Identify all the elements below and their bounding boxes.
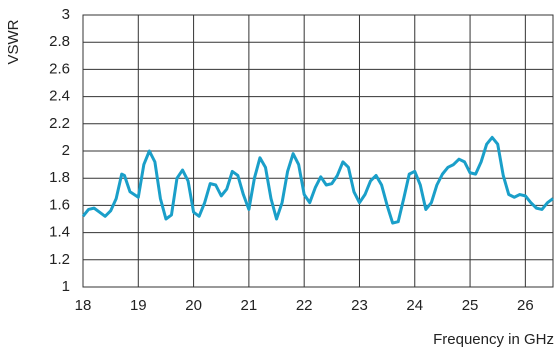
y-tick-label: 2.8: [49, 33, 70, 50]
y-tick-label: 1.4: [49, 224, 70, 241]
x-tick-label: 18: [75, 297, 92, 314]
y-tick-label: 3: [62, 6, 70, 23]
x-tick-label: 21: [241, 297, 258, 314]
x-axis-label: Frequency in GHz: [433, 331, 554, 348]
y-tick-label: 1: [62, 278, 70, 295]
y-axis-label: VSWR: [5, 19, 22, 64]
y-tick-label: 2.2: [49, 115, 70, 132]
x-tick-label: 23: [351, 297, 368, 314]
x-tick-label: 24: [406, 297, 423, 314]
y-tick-label: 2: [62, 142, 70, 159]
x-tick-label: 20: [185, 297, 202, 314]
y-tick-label: 2.4: [49, 88, 70, 105]
x-tick-label: 22: [296, 297, 313, 314]
x-tick-label: 25: [462, 297, 479, 314]
y-tick-label: 1.2: [49, 251, 70, 268]
data-line: [81, 135, 554, 225]
y-tick-label: 2.6: [49, 60, 70, 77]
plot-frame: [82, 14, 554, 288]
y-tick-label: 1.8: [49, 169, 70, 186]
x-tick-label: 19: [130, 297, 147, 314]
x-tick-label: 26: [517, 297, 534, 314]
y-tick-label: 1.6: [49, 196, 70, 213]
